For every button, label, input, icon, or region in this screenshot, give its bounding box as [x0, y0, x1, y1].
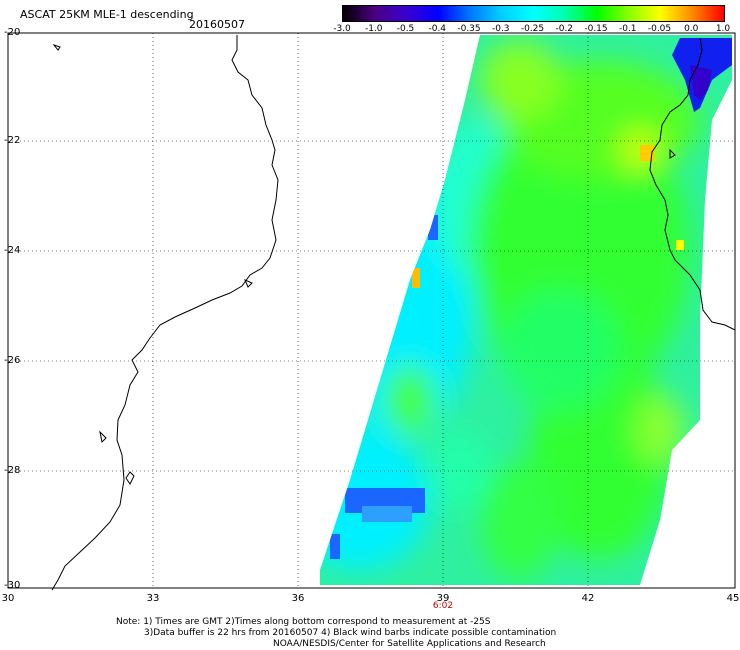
colorbar-tick-label: -0.1	[618, 24, 637, 34]
lon-label-39: 39	[436, 593, 450, 604]
scatterometer-swath	[320, 35, 732, 585]
lon-label-45: 45	[726, 593, 740, 604]
colorbar-tick-label: -0.2	[555, 24, 574, 34]
colorbar-tick-label: -3.0	[333, 24, 351, 34]
colorbar-tick-label: -0.25	[520, 24, 545, 34]
lat-label-24: -24	[4, 245, 21, 256]
lat-label-26: -26	[4, 355, 21, 366]
lat-label-28: -28	[4, 465, 21, 476]
map-title: ASCAT 25KM MLE-1 descending	[20, 8, 194, 21]
colorbar-tick-label: -0.3	[491, 24, 510, 34]
colorbar-tick-label: -1.0	[364, 24, 383, 34]
colorbar-tick-label: -0.4	[428, 24, 447, 34]
colorbar-labels: -3.0 -1.0 -0.5 -0.4 -0.35 -0.3 -0.25 -0.2 -0.15-…	[330, 24, 735, 36]
lon-label-42: 42	[581, 593, 595, 604]
note-line-2: 3)Data buffer is 22 hrs from 20160507 4)…	[144, 628, 557, 638]
colorbar-tick-label: 1.0	[715, 24, 731, 34]
colorbar-tick-label: -0.05	[647, 24, 672, 34]
map-date: 20160507	[189, 18, 245, 31]
colorbar-tick-label: 0.0	[684, 24, 699, 34]
lon-label-33: 33	[146, 593, 160, 604]
lat-label-30: -30	[4, 580, 21, 591]
lat-label-22: -22	[4, 135, 21, 146]
colorbar	[342, 5, 725, 22]
colorbar-tick-label: -0.5	[396, 24, 415, 34]
lon-label-30: 30	[1, 593, 15, 604]
lat-label-20: -20	[4, 27, 21, 38]
time-label: 6:02	[432, 601, 454, 611]
colorbar-tick-label: -0.15	[584, 24, 608, 34]
lon-label-36: 36	[291, 593, 305, 604]
note-line-3: NOAA/NESDIS/Center for Satellite Applica…	[273, 639, 546, 649]
note-line-1: Note: 1) Times are GMT 2)Times along bot…	[116, 617, 491, 627]
colorbar-tick-label: -0.35	[457, 24, 481, 34]
lat-lon-grid	[8, 33, 735, 588]
plot-frame	[7, 32, 736, 589]
coastline	[51, 35, 736, 591]
